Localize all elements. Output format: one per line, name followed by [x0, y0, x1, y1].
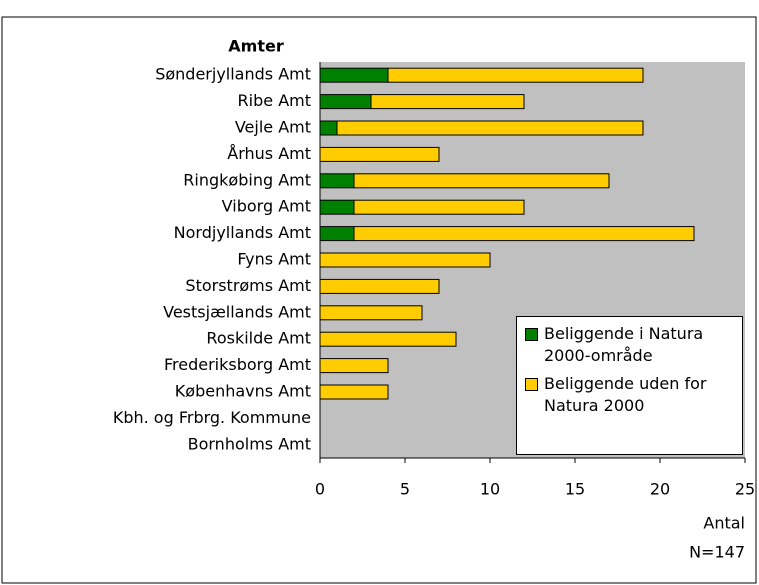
legend-entry: Beliggende i Natura 2000-område	[525, 323, 734, 367]
y-tick-label: Vestsjællands Amt	[163, 302, 311, 321]
y-tick-label: Viborg Amt	[222, 197, 311, 216]
y-tick-label: Bornholms Amt	[188, 434, 311, 453]
legend-label: Beliggende uden for Natura 2000	[544, 374, 707, 415]
y-tick-label: Frederiksborg Amt	[164, 355, 311, 374]
bar-segment	[319, 384, 389, 400]
y-tick-label: Nordjyllands Amt	[174, 223, 311, 242]
legend-entry: Beliggende uden for Natura 2000	[525, 373, 734, 417]
bar-segment	[319, 305, 423, 321]
bar-segment	[353, 226, 695, 242]
bar-segment	[319, 358, 389, 374]
x-tick-label: 25	[735, 480, 755, 499]
bar-segment	[353, 173, 610, 189]
legend-swatch	[525, 328, 538, 341]
x-axis-title: Antal	[703, 514, 745, 533]
y-tick-label: Århus Amt	[227, 144, 311, 163]
y-tick-label: Roskilde Amt	[206, 329, 311, 348]
y-tick-label: Fyns Amt	[237, 250, 311, 269]
bar-segment	[353, 199, 525, 215]
x-tick-label: 5	[400, 480, 410, 499]
bar-segment	[319, 173, 355, 189]
y-tick-label: Sønderjyllands Amt	[155, 65, 311, 84]
x-tick-label: 20	[650, 480, 670, 499]
bar-segment	[319, 226, 355, 242]
bar-segment	[370, 94, 525, 110]
y-tick-label: Storstrøms Amt	[185, 276, 311, 295]
legend-label: Beliggende i Natura 2000-område	[544, 324, 704, 365]
x-tick-label: 15	[565, 480, 585, 499]
bar-segment	[336, 120, 644, 136]
bar-segment	[319, 67, 389, 83]
bar-segment	[319, 252, 491, 268]
bar-segment	[319, 278, 440, 294]
y-tick-label: Københavns Amt	[175, 382, 311, 401]
bar-segment	[319, 331, 457, 347]
x-tick-label: 10	[480, 480, 500, 499]
y-tick-label: Kbh. og Frbrg. Kommune	[113, 408, 311, 427]
y-axis-title: Amter	[228, 37, 284, 56]
y-tick-label: Ringkøbing Amt	[183, 170, 311, 189]
bar-segment	[319, 146, 440, 162]
x-tick-label: 0	[315, 480, 325, 499]
bar-segment	[319, 120, 338, 136]
y-tick-label: Ribe Amt	[238, 91, 311, 110]
note: N=147	[689, 543, 745, 562]
bar-segment	[319, 94, 372, 110]
bar-segment	[387, 67, 644, 83]
bar-segment	[319, 199, 355, 215]
y-tick-label: Vejle Amt	[235, 118, 311, 137]
legend: Beliggende i Natura 2000-område Beliggend…	[516, 316, 743, 455]
legend-swatch	[525, 378, 538, 391]
